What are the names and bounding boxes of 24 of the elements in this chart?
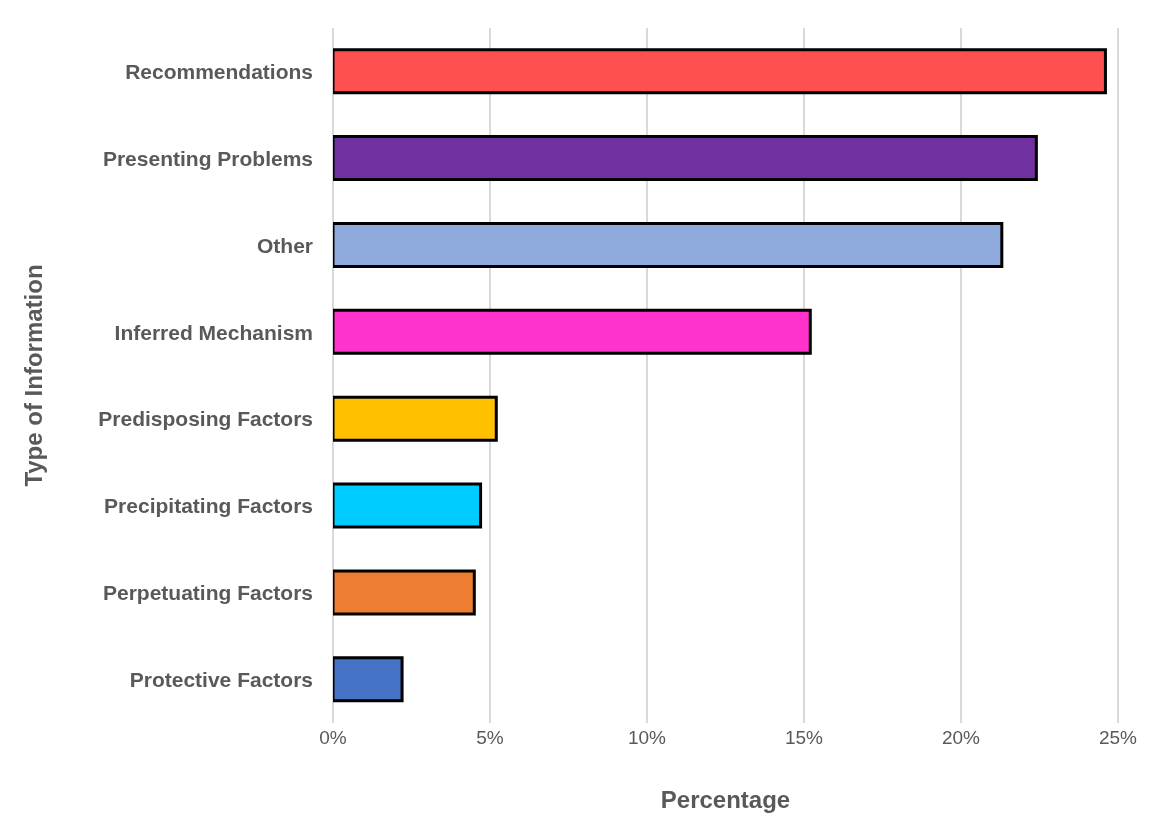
- y-tick-label: Perpetuating Factors: [102, 581, 313, 605]
- x-tick-label: 0%: [319, 727, 347, 749]
- y-tick-label: Presenting Problems: [102, 146, 313, 170]
- y-tick-label: Predisposing Factors: [98, 407, 313, 431]
- x-tick-label: 10%: [627, 727, 667, 749]
- y-tick-label: Precipitating Factors: [104, 494, 313, 518]
- y-axis-title: Type of Information: [19, 264, 47, 487]
- bar: [333, 48, 1107, 95]
- bar: [333, 482, 483, 529]
- y-tick-label: Other: [256, 233, 313, 257]
- bar: [333, 569, 476, 616]
- bar: [333, 221, 1004, 268]
- bar: [333, 135, 1038, 182]
- y-tick-label: Recommendations: [125, 59, 313, 83]
- bar: [333, 656, 404, 703]
- y-tick-label: Protective Factors: [129, 668, 313, 692]
- bar: [333, 308, 812, 355]
- y-tick-label: Inferred Mechanism: [114, 320, 313, 344]
- x-tick-label: 25%: [1098, 727, 1138, 749]
- x-tick-label: 20%: [941, 727, 981, 749]
- x-tick-label: 5%: [476, 727, 504, 749]
- x-tick-label: 15%: [784, 727, 824, 749]
- x-axis-title: Percentage: [660, 786, 791, 813]
- bar: [333, 395, 498, 442]
